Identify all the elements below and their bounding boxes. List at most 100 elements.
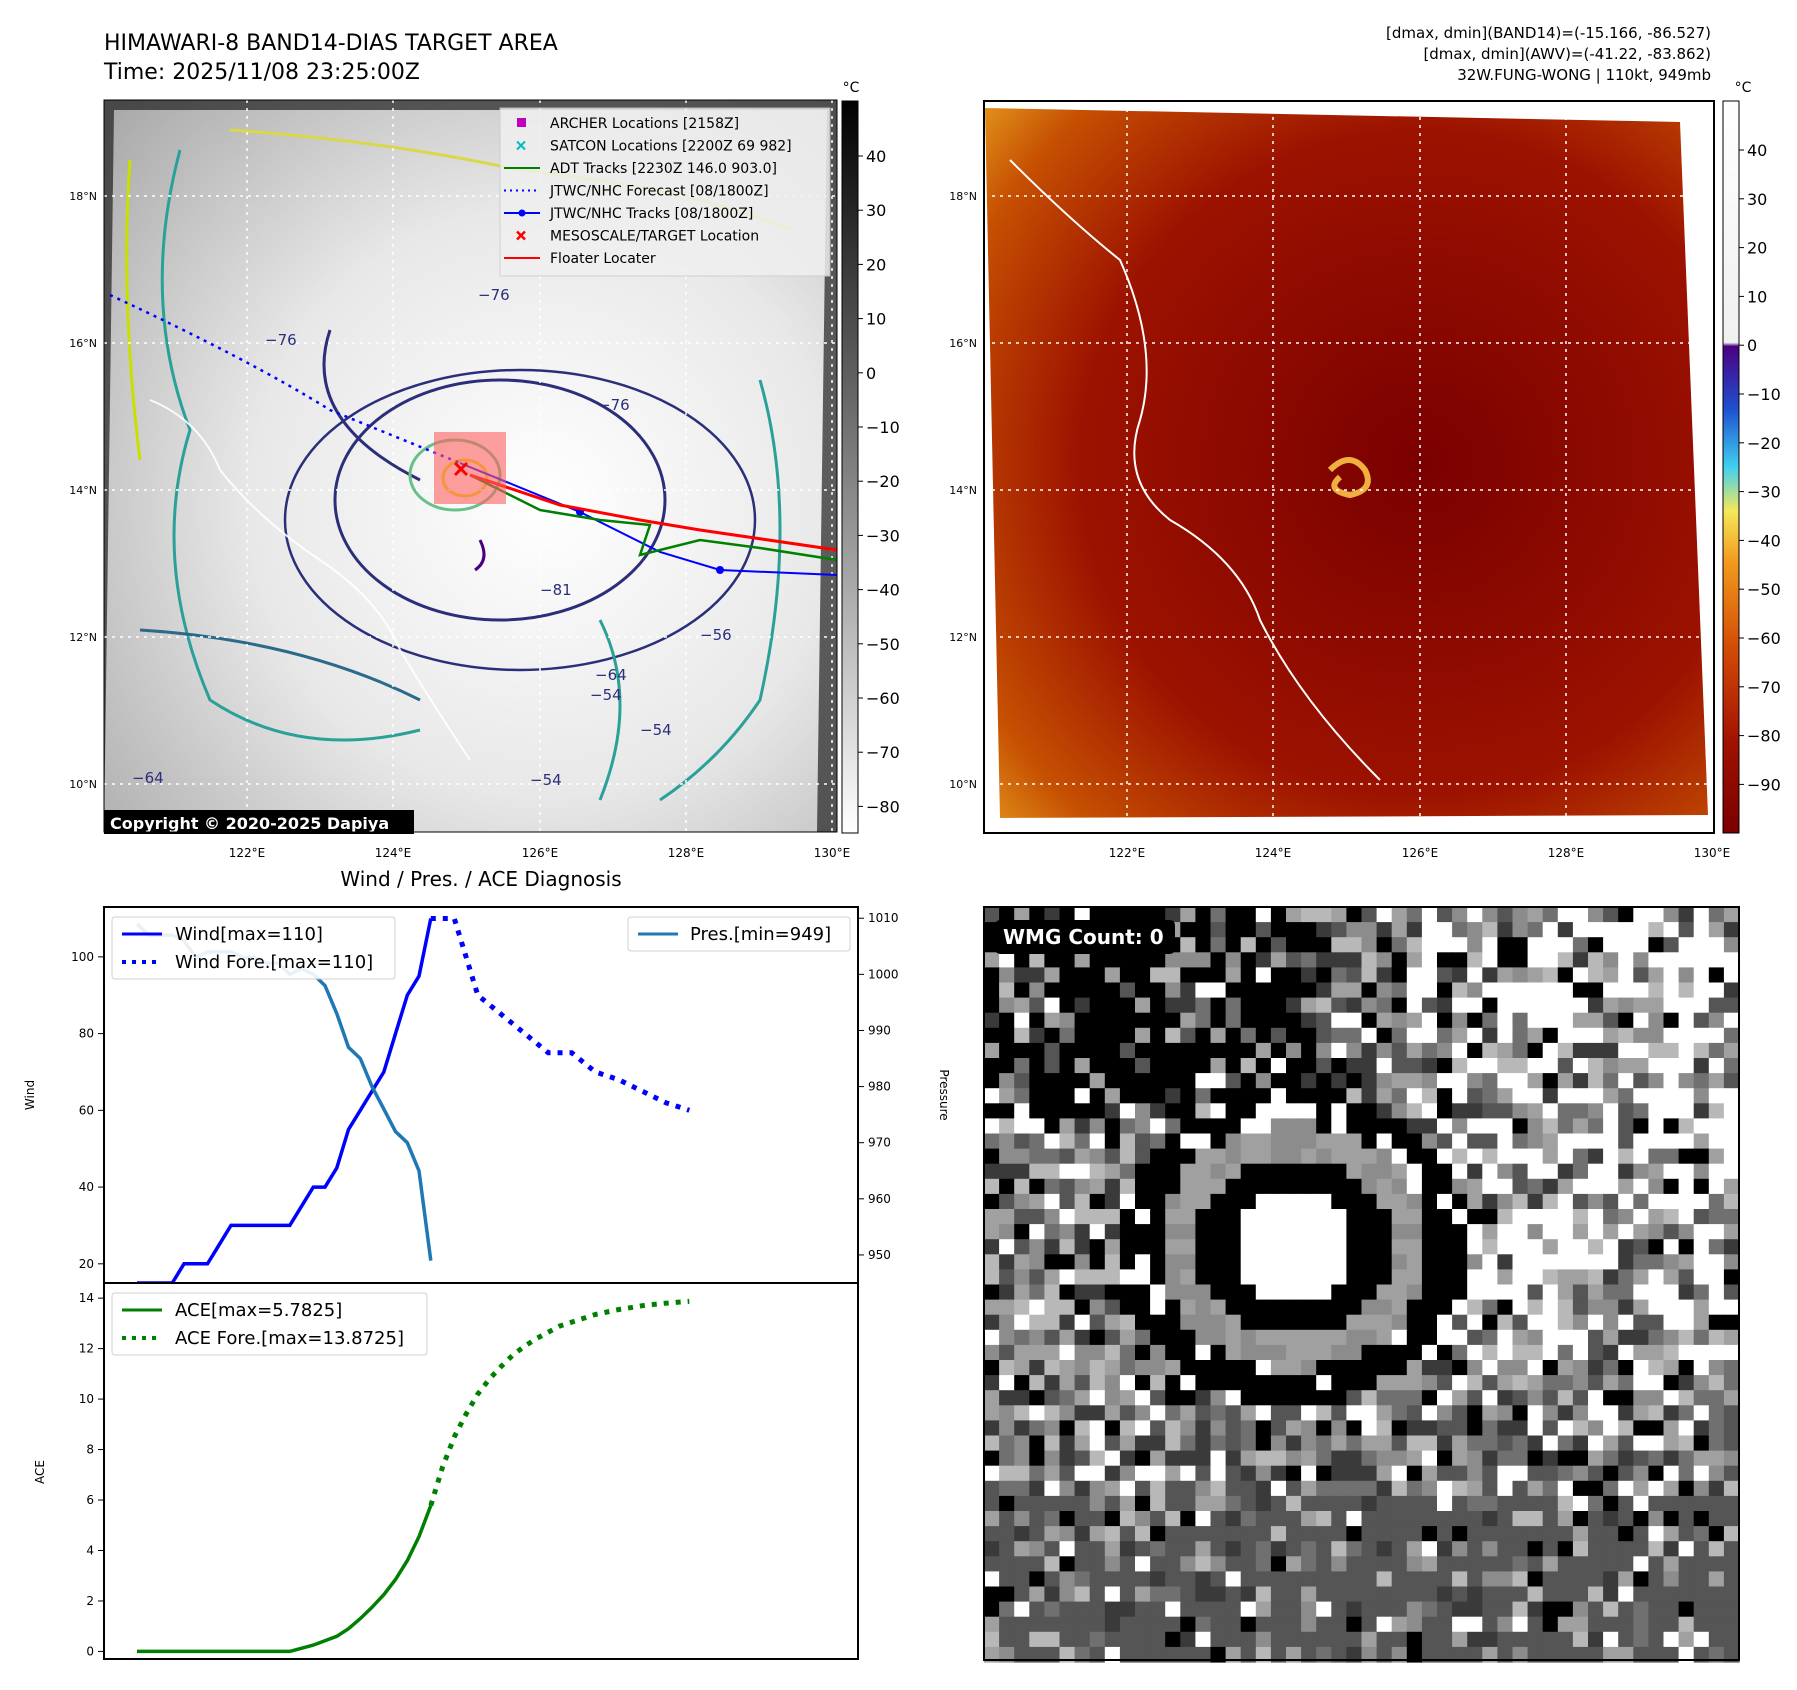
ace-legend: ACE[max=5.7825] ACE Fore.[max=13.8725] (111, 1292, 428, 1356)
lon-label: 130°E (1694, 846, 1731, 860)
wmg-frame (983, 906, 1740, 1661)
wmg-badge-bg (995, 920, 1175, 954)
lat-label: 14°N (949, 484, 977, 497)
lat-label: 18°N (949, 190, 977, 203)
contour-label: −64 (595, 666, 627, 684)
legend-label: MESOSCALE/TARGET Location (550, 229, 759, 245)
ir-colorbar-ticks: 40 30 20 10 0 −10 −20 −30 −40 −50 −60 −70 −80 (858, 147, 900, 816)
y-right-tick-label: 990 (868, 1023, 891, 1037)
floater-locater-line (469, 473, 838, 552)
wind-series-line (137, 918, 433, 1285)
ir-contour-labels: −76 −76 −76 −81 −64 −54 −54 −54 −64 −56 (132, 286, 732, 789)
colorbar-tick: −70 (866, 743, 900, 762)
copyright-text: Copyright © 2020-2025 Dapiya (110, 814, 389, 833)
colorbar-tick: −90 (1747, 775, 1781, 794)
awv-graticule (984, 101, 1714, 833)
y-tick-label: 6 (86, 1493, 94, 1507)
colorbar-tick: −20 (866, 472, 900, 491)
ir-colorbar-unit: °C (843, 80, 860, 96)
pressure-ylabel: Pressure (937, 1069, 951, 1120)
y-tick-label: 60 (79, 1103, 94, 1117)
colorbar-tick: 30 (1747, 190, 1767, 209)
legend-label: JTWC/NHC Forecast [08/1800Z] (549, 184, 769, 200)
chart-title: Wind / Pres. / ACE Diagnosis (340, 867, 621, 891)
wind-legend: Wind[max=110] Wind Fore.[max=110] (111, 916, 396, 980)
copyright-badge-bg (104, 810, 414, 834)
awv-header-line2: [dmax, dmin](AWV)=(-41.22, -83.862) (1423, 45, 1711, 63)
colorbar-tick: −30 (866, 526, 900, 545)
colorbar-tick: −10 (1747, 385, 1781, 404)
lon-label: 124°E (1255, 846, 1292, 860)
colorbar-tick: 40 (1747, 141, 1767, 160)
colorbar-tick: 0 (1747, 336, 1757, 355)
mesoscale-target-box (434, 432, 506, 504)
contour-label: −64 (132, 769, 164, 787)
legend-ace-forecast: ACE Fore.[max=13.8725] (175, 1328, 404, 1349)
x-icon (516, 140, 526, 151)
ir-map-frame (103, 99, 838, 833)
y-tick-label: 80 (79, 1027, 94, 1041)
lon-label: 128°E (668, 846, 705, 860)
ace-forecast-series-line (428, 1298, 690, 1507)
jtwc-track-line (459, 462, 838, 576)
y-right-tick-label: 1010 (868, 911, 899, 925)
y-tick-label: 14 (79, 1291, 94, 1305)
awv-map-frame (983, 100, 1715, 834)
awv-colorbar-ticks: 40 30 20 10 0 −10 −20 −30 −40 −50 −60 −70 −80 −90 (1739, 141, 1781, 794)
awv-colorbar-unit: °C (1735, 80, 1752, 96)
colorbar-tick: 0 (866, 364, 876, 383)
awv-header-line1: [dmax, dmin](BAND14)=(-15.166, -86.527) (1386, 24, 1711, 42)
awv-coastline (1009, 159, 1381, 781)
y-right-tick-label: 980 (868, 1080, 891, 1094)
legend-ace: ACE[max=5.7825] (175, 1300, 342, 1321)
ir-lat-labels: 18°N 16°N 14°N 12°N 10°N (69, 190, 97, 791)
contour-label: −76 (598, 396, 630, 414)
legend-wind: Wind[max=110] (175, 924, 323, 945)
colorbar-tick: −30 (1747, 483, 1781, 502)
ir-panel: HIMAWARI-8 BAND14-DIAS TARGET AREA Time:… (69, 31, 900, 860)
wind-forecast-series-line (430, 916, 691, 1113)
colorbar-tick: −70 (1747, 678, 1781, 697)
colorbar-tick: −10 (866, 418, 900, 437)
lon-label: 122°E (229, 846, 266, 860)
colorbar-tick: −50 (866, 635, 900, 654)
ir-coastline (149, 399, 471, 761)
contour-label: −76 (478, 286, 510, 304)
lat-label: 10°N (949, 778, 977, 791)
awv-colorbar (1722, 100, 1740, 834)
y-right-tick-label: 950 (868, 1248, 891, 1262)
wmg-panel: WMG Count: 0 (983, 906, 1740, 1663)
lat-label: 18°N (69, 190, 97, 203)
ir-legend: ARCHER Locations [2158Z] SATCON Locations… (499, 107, 831, 277)
colorbar-tick: 30 (866, 201, 886, 220)
ace-chart: 0 2 4 6 8 10 12 14 ACE ACE[max=5.7825] ACE Fore… (33, 1282, 859, 1660)
y-tick-label: 10 (79, 1392, 94, 1406)
legend-label: JTWC/NHC Tracks [08/1800Z] (549, 206, 753, 222)
awv-lon-labels: 122°E 124°E 126°E 128°E 130°E (1109, 846, 1731, 860)
wind-ylabel: Wind (23, 1080, 37, 1110)
colorbar-tick: −50 (1747, 580, 1781, 599)
ir-colorbar (841, 100, 859, 834)
y-tick-label: 4 (86, 1543, 94, 1557)
legend-wind-forecast: Wind Fore.[max=110] (175, 952, 373, 973)
awv-eye-swirl (1327, 457, 1371, 499)
legend-label: ARCHER Locations [2158Z] (550, 116, 739, 132)
y-right-tick-label: 960 (868, 1192, 891, 1206)
contour-label: −81 (540, 581, 572, 599)
legend-label: ADT Tracks [2230Z 146.0 903.0] (550, 161, 777, 177)
y-right-tick-label: 1000 (868, 967, 899, 981)
line-dot-icon (504, 209, 540, 217)
colorbar-tick: −60 (866, 689, 900, 708)
y-tick-label: 20 (79, 1257, 94, 1271)
colorbar-tick: −60 (1747, 629, 1781, 648)
legend-label: Floater Locater (550, 251, 656, 267)
wind-pressure-chart: Wind / Pres. / ACE Diagnosis 20 40 60 80 100… (23, 867, 951, 1285)
ir-title-line2: Time: 2025/11/08 23:25:00Z (103, 60, 420, 85)
jtwc-forecast-line (109, 293, 461, 465)
square-icon (517, 118, 526, 127)
y-tick-label: 0 (86, 1644, 94, 1658)
awv-header-line3: 32W.FUNG-WONG | 110kt, 949mb (1457, 66, 1711, 84)
awv-lat-labels: 18°N 16°N 14°N 12°N 10°N (949, 190, 977, 791)
colorbar-tick: −80 (866, 797, 900, 816)
